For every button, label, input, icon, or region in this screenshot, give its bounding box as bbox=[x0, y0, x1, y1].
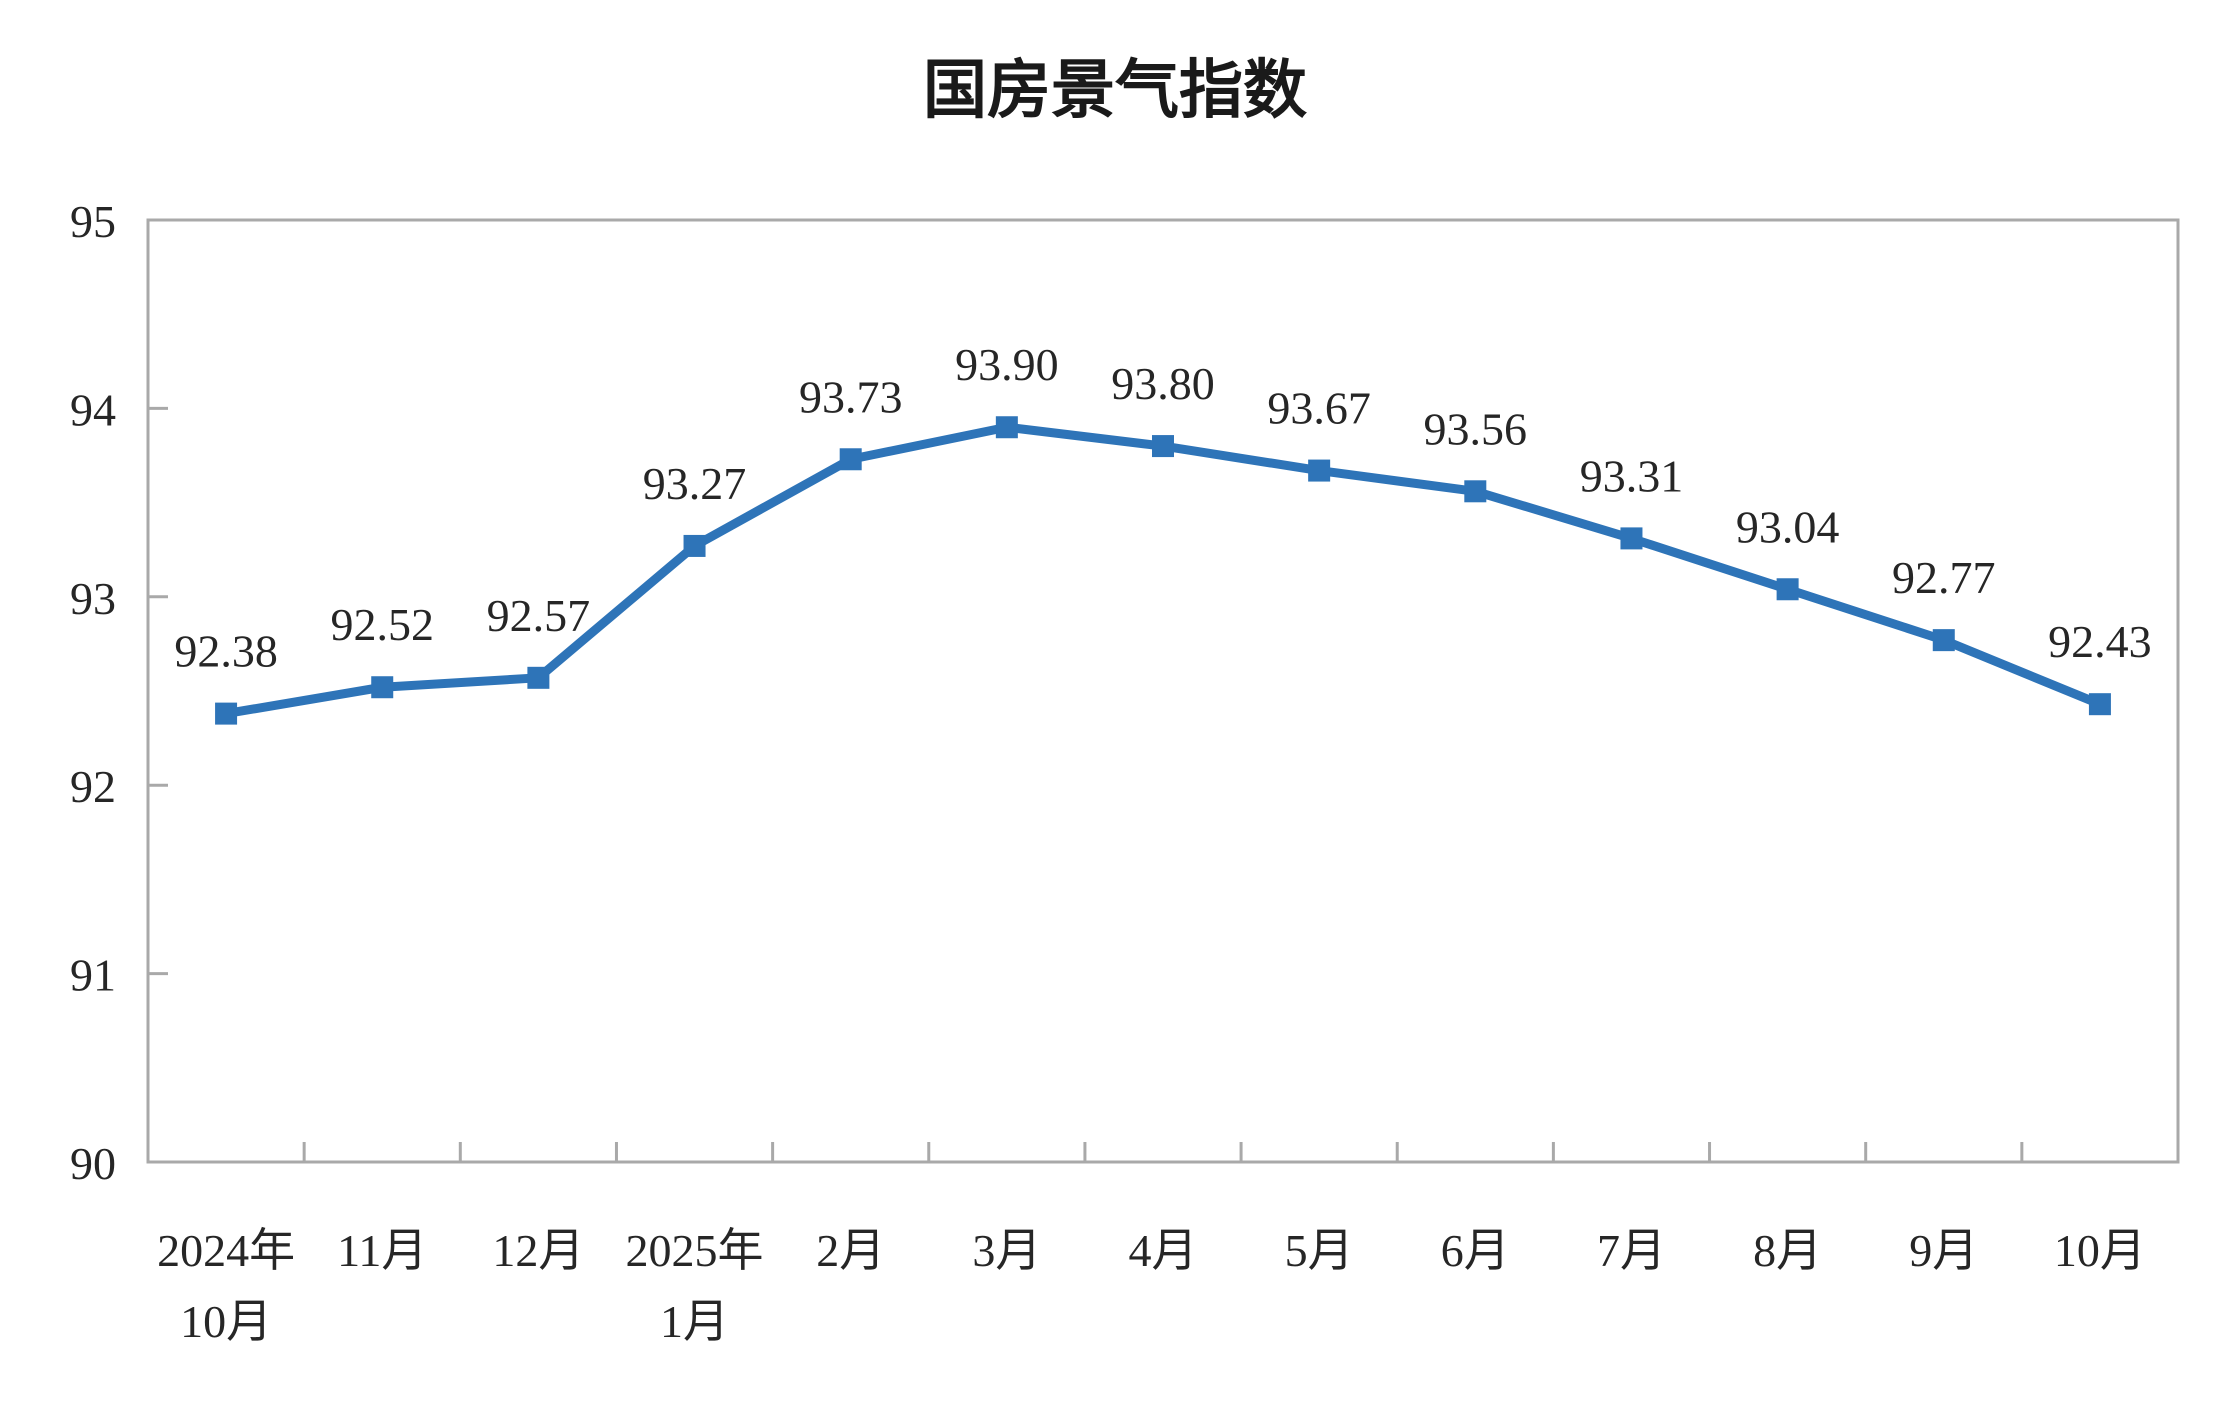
data-label: 93.31 bbox=[1580, 450, 1684, 501]
chart-line bbox=[221, 422, 2105, 719]
line-series bbox=[215, 416, 2111, 725]
data-label: 93.67 bbox=[1267, 383, 1371, 434]
data-point-marker bbox=[1308, 459, 1331, 482]
x-axis-category-label: 10月 bbox=[2054, 1225, 2146, 1276]
data-point-marker bbox=[371, 676, 394, 699]
x-axis-category-label: 4月 bbox=[1129, 1225, 1198, 1276]
data-label: 93.27 bbox=[643, 458, 747, 509]
data-labels: 92.38 92.52 92.57 93.27 93.73 93.90 93.80 93.67… bbox=[174, 339, 2151, 676]
y-axis-tick-label: 94 bbox=[70, 384, 116, 435]
data-point-marker bbox=[1932, 629, 1955, 652]
x-axis-category-label: 5月 bbox=[1285, 1225, 1354, 1276]
data-point-marker bbox=[527, 666, 550, 689]
data-point-marker bbox=[1620, 527, 1643, 550]
x-axis-category-label: 8月 bbox=[1753, 1225, 1822, 1276]
data-point-marker bbox=[2088, 693, 2111, 716]
x-axis-category-label: 1月 bbox=[660, 1296, 729, 1347]
x-axis-category-label: 9月 bbox=[1909, 1225, 1978, 1276]
data-label: 93.90 bbox=[955, 339, 1059, 390]
x-axis-category-label: 11月 bbox=[337, 1225, 427, 1276]
data-point-marker bbox=[215, 702, 238, 725]
y-axis: 90 91 92 93 94 95 bbox=[70, 196, 168, 1189]
data-label: 93.73 bbox=[799, 371, 903, 422]
x-axis-category-label: 3月 bbox=[972, 1225, 1041, 1276]
x-axis-category-label: 2月 bbox=[816, 1225, 885, 1276]
data-label: 93.04 bbox=[1736, 501, 1840, 552]
y-axis-tick-label: 90 bbox=[70, 1138, 116, 1189]
plot-border bbox=[146, 218, 2180, 1164]
x-axis-category-label: 6月 bbox=[1441, 1225, 1510, 1276]
data-label: 92.38 bbox=[174, 626, 278, 677]
data-label: 92.57 bbox=[487, 590, 591, 641]
data-label: 93.80 bbox=[1111, 358, 1215, 409]
x-axis-category-label: 7月 bbox=[1597, 1225, 1666, 1276]
x-axis-category-label: 12月 bbox=[492, 1225, 584, 1276]
data-label: 93.56 bbox=[1424, 403, 1528, 454]
y-axis-tick-label: 91 bbox=[70, 950, 116, 1001]
y-axis-tick-label: 93 bbox=[70, 573, 116, 624]
data-point-marker bbox=[839, 448, 862, 471]
y-axis-tick-label: 95 bbox=[70, 196, 116, 247]
data-label: 92.52 bbox=[330, 599, 434, 650]
chart-title: 国房景气指数 bbox=[923, 54, 1307, 126]
data-point-marker bbox=[1776, 578, 1799, 601]
y-axis-tick-label: 92 bbox=[70, 761, 116, 812]
plot-area-border bbox=[146, 218, 2180, 1164]
data-label: 92.77 bbox=[1892, 552, 1996, 603]
data-point-marker bbox=[683, 534, 706, 557]
data-point-marker bbox=[1152, 435, 1174, 458]
x-axis-category-label: 10月 bbox=[180, 1296, 272, 1347]
data-label: 92.43 bbox=[2048, 616, 2152, 667]
data-point-marker bbox=[1464, 480, 1487, 503]
x-axis-category-label: 2024年 bbox=[157, 1225, 295, 1276]
data-point-marker bbox=[995, 416, 1018, 439]
x-axis: 2024年 10月 11月 12月 2025年 1月 2月 3月 4月 5月 6月 7月 8月 9月 10月 bbox=[157, 1142, 2146, 1347]
x-axis-category-label: 2025年 bbox=[626, 1225, 764, 1276]
